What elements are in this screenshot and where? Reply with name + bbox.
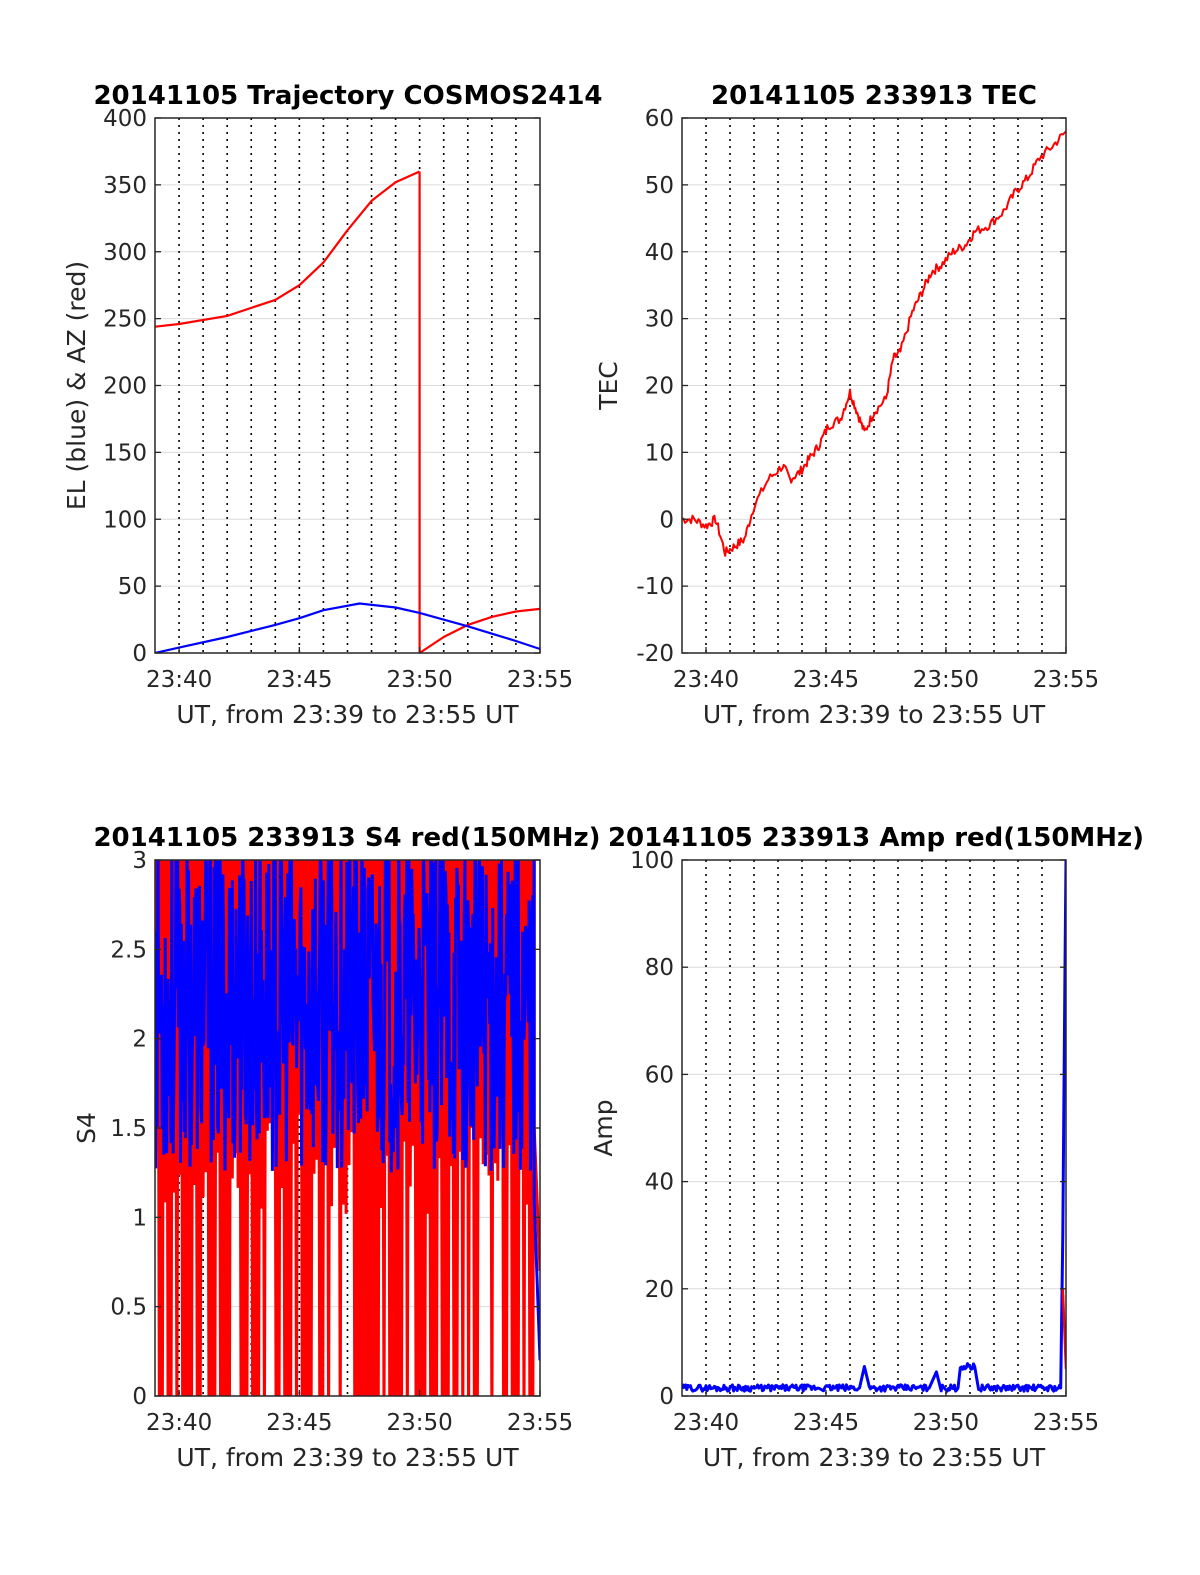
chart-title: 20141105 233913 Amp red(150MHz): [608, 823, 1144, 853]
x-tick-label: 23:55: [1033, 1410, 1099, 1436]
y-tick-label: 60: [645, 1062, 674, 1088]
x-tick-label: 23:50: [386, 667, 452, 693]
y-axis-label: TEC: [594, 361, 623, 411]
y-tick-label: -10: [636, 574, 674, 600]
y-tick-label: 1.5: [110, 1116, 147, 1142]
x-tick-label: 23:40: [146, 1410, 212, 1436]
x-tick-label: 23:55: [1033, 667, 1099, 693]
y-tick-label: 400: [103, 106, 147, 132]
y-tick-label: 2: [132, 1027, 147, 1053]
y-tick-label: 0: [659, 1384, 674, 1410]
x-axis-label: UT, from 23:39 to 23:55 UT: [176, 700, 519, 729]
chart-title: 20141105 233913 S4 red(150MHz): [93, 823, 600, 853]
y-tick-label: 300: [103, 240, 147, 266]
y-tick-label: 200: [103, 374, 147, 400]
chart-panel-2: -20 -10 0 10 20 30 40 50 60 23:40 23:45 23:50 23:55 U…: [594, 81, 1099, 729]
x-tick-label: 23:40: [673, 667, 739, 693]
y-tick-label: 0.5: [110, 1295, 147, 1321]
chart-panel-3: 0 0.5 1 1.5 2 2.5 3 23:40 23:45 23:50 23:55 UT, fro…: [72, 823, 601, 1472]
y-axis-label: Amp: [589, 1099, 618, 1156]
y-tick-label: -20: [636, 641, 674, 667]
y-tick-label: 100: [103, 507, 147, 533]
x-tick-label: 23:40: [673, 1410, 739, 1436]
series-red: [682, 130, 1066, 557]
y-tick-label: 0: [132, 641, 147, 667]
y-tick-label: 3: [132, 848, 147, 874]
x-tick-label: 23:50: [913, 1410, 979, 1436]
y-tick-label: 100: [630, 848, 674, 874]
x-tick-label: 23:50: [386, 1410, 452, 1436]
chart-panel-4: 0 20 40 60 80 100 23:40 23:45 23:50 23:55 UT, from…: [589, 823, 1144, 1472]
x-tick-label: 23:45: [793, 1410, 859, 1436]
plot-area: [682, 130, 1066, 557]
series-red: [418, 607, 540, 653]
y-tick-label: 350: [103, 173, 147, 199]
y-tick-label: 0: [132, 1384, 147, 1410]
x-axis-label: UT, from 23:39 to 23:55 UT: [703, 1443, 1046, 1472]
y-tick-label: 20: [645, 374, 674, 400]
y-tick-label: 10: [645, 440, 674, 466]
series-blue: [155, 602, 540, 653]
axes-box: [681, 859, 1067, 1397]
plot-area: [682, 860, 1066, 1393]
y-tick-label: 150: [103, 440, 147, 466]
y-tick-label: 1: [132, 1205, 147, 1231]
series-blue: [155, 860, 540, 1361]
y-tick-label: 2.5: [110, 937, 147, 963]
y-tick-label: 80: [645, 955, 674, 981]
x-tick-label: 23:55: [507, 1410, 573, 1436]
y-tick-label: 20: [645, 1277, 674, 1303]
x-tick-label: 23:45: [266, 1410, 332, 1436]
y-axis-label: EL (blue) & AZ (red): [62, 261, 91, 510]
y-tick-label: 250: [103, 307, 147, 333]
x-axis-label: UT, from 23:39 to 23:55 UT: [176, 1443, 519, 1472]
x-tick-label: 23:45: [266, 667, 332, 693]
x-tick-label: 23:40: [146, 667, 212, 693]
plot-area: [155, 860, 540, 1396]
x-axis-label: UT, from 23:39 to 23:55 UT: [703, 700, 1046, 729]
chart-title: 20141105 233913 TEC: [711, 81, 1037, 111]
y-tick-label: 40: [645, 240, 674, 266]
plot-area: [155, 170, 540, 653]
y-tick-label: 50: [645, 173, 674, 199]
chart-title: 20141105 Trajectory COSMOS2414: [93, 81, 602, 111]
series-blue: [682, 860, 1066, 1393]
x-tick-label: 23:45: [793, 667, 859, 693]
y-tick-label: 50: [118, 574, 147, 600]
x-tick-label: 23:50: [913, 667, 979, 693]
x-tick-label: 23:55: [507, 667, 573, 693]
y-tick-label: 30: [645, 307, 674, 333]
y-tick-label: 0: [659, 507, 674, 533]
y-axis-label: S4: [72, 1112, 101, 1144]
y-tick-label: 60: [645, 106, 674, 132]
y-tick-label: 40: [645, 1170, 674, 1196]
chart-panel-1: 0 50 100 150 200 250 300 350 400 23:40 23:45 23:50 2…: [62, 81, 603, 729]
series-red: [155, 170, 421, 328]
